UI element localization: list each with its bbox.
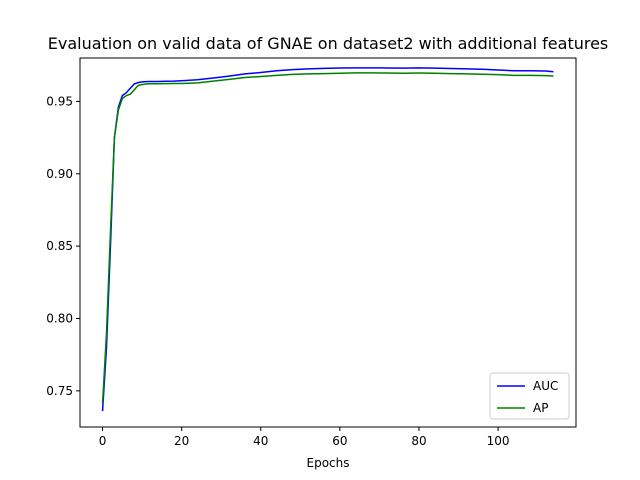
y-tick-label: 0.90: [46, 167, 73, 181]
x-tick-label: 40: [253, 434, 268, 448]
x-tick-label: 20: [174, 434, 189, 448]
y-tick-label: 0.75: [46, 384, 73, 398]
chart-title: Evaluation on valid data of GNAE on data…: [48, 34, 609, 53]
x-tick-label: 60: [332, 434, 347, 448]
legend: AUC AP: [489, 372, 570, 420]
y-tick-label: 0.95: [46, 94, 73, 108]
y-tick-label: 0.80: [46, 311, 73, 325]
x-tick-label: 80: [411, 434, 426, 448]
x-tick-label: 100: [487, 434, 510, 448]
legend-label-ap: AP: [533, 401, 548, 415]
plot-area: [101, 67, 554, 412]
series-line-ap: [101, 72, 554, 404]
plot-frame: [79, 57, 577, 428]
legend-label-auc: AUC: [533, 379, 558, 393]
x-tick-label: 0: [99, 434, 107, 448]
x-axis-label: Epochs: [307, 456, 350, 470]
y-tick-label: 0.85: [46, 239, 73, 253]
x-axis-ticks: 0 20 40 60 80 100: [99, 427, 510, 448]
y-axis-ticks: 0.75 0.80 0.85 0.90 0.95: [46, 94, 80, 398]
series-line-auc: [101, 67, 554, 412]
